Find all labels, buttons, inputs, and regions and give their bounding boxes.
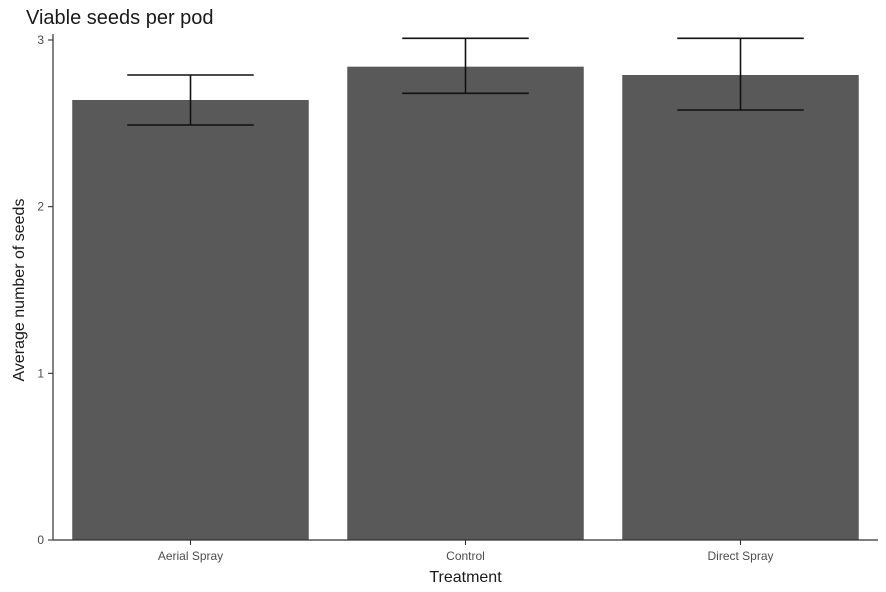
y-axis-title: Average number of seeds	[11, 199, 28, 382]
bar	[622, 75, 859, 540]
x-tick-label: Direct Spray	[707, 549, 773, 563]
x-axis-title: Treatment	[429, 569, 502, 586]
bar	[72, 100, 309, 540]
y-tick-label: 0	[37, 533, 44, 547]
y-tick-label: 1	[37, 366, 44, 380]
x-ticks-layer: Aerial Spray Control Direct Spray	[158, 540, 774, 563]
error-bars-layer	[127, 37, 804, 126]
y-tick-label: 3	[37, 33, 44, 47]
x-tick-label: Aerial Spray	[158, 549, 223, 563]
bars-layer	[72, 66, 859, 541]
bar	[347, 66, 584, 541]
chart-title: Viable seeds per pod	[26, 7, 214, 29]
x-tick-label: Control	[446, 549, 485, 563]
y-tick-label: 2	[37, 200, 44, 214]
y-ticks-layer: 0 1 2 3	[37, 33, 53, 547]
